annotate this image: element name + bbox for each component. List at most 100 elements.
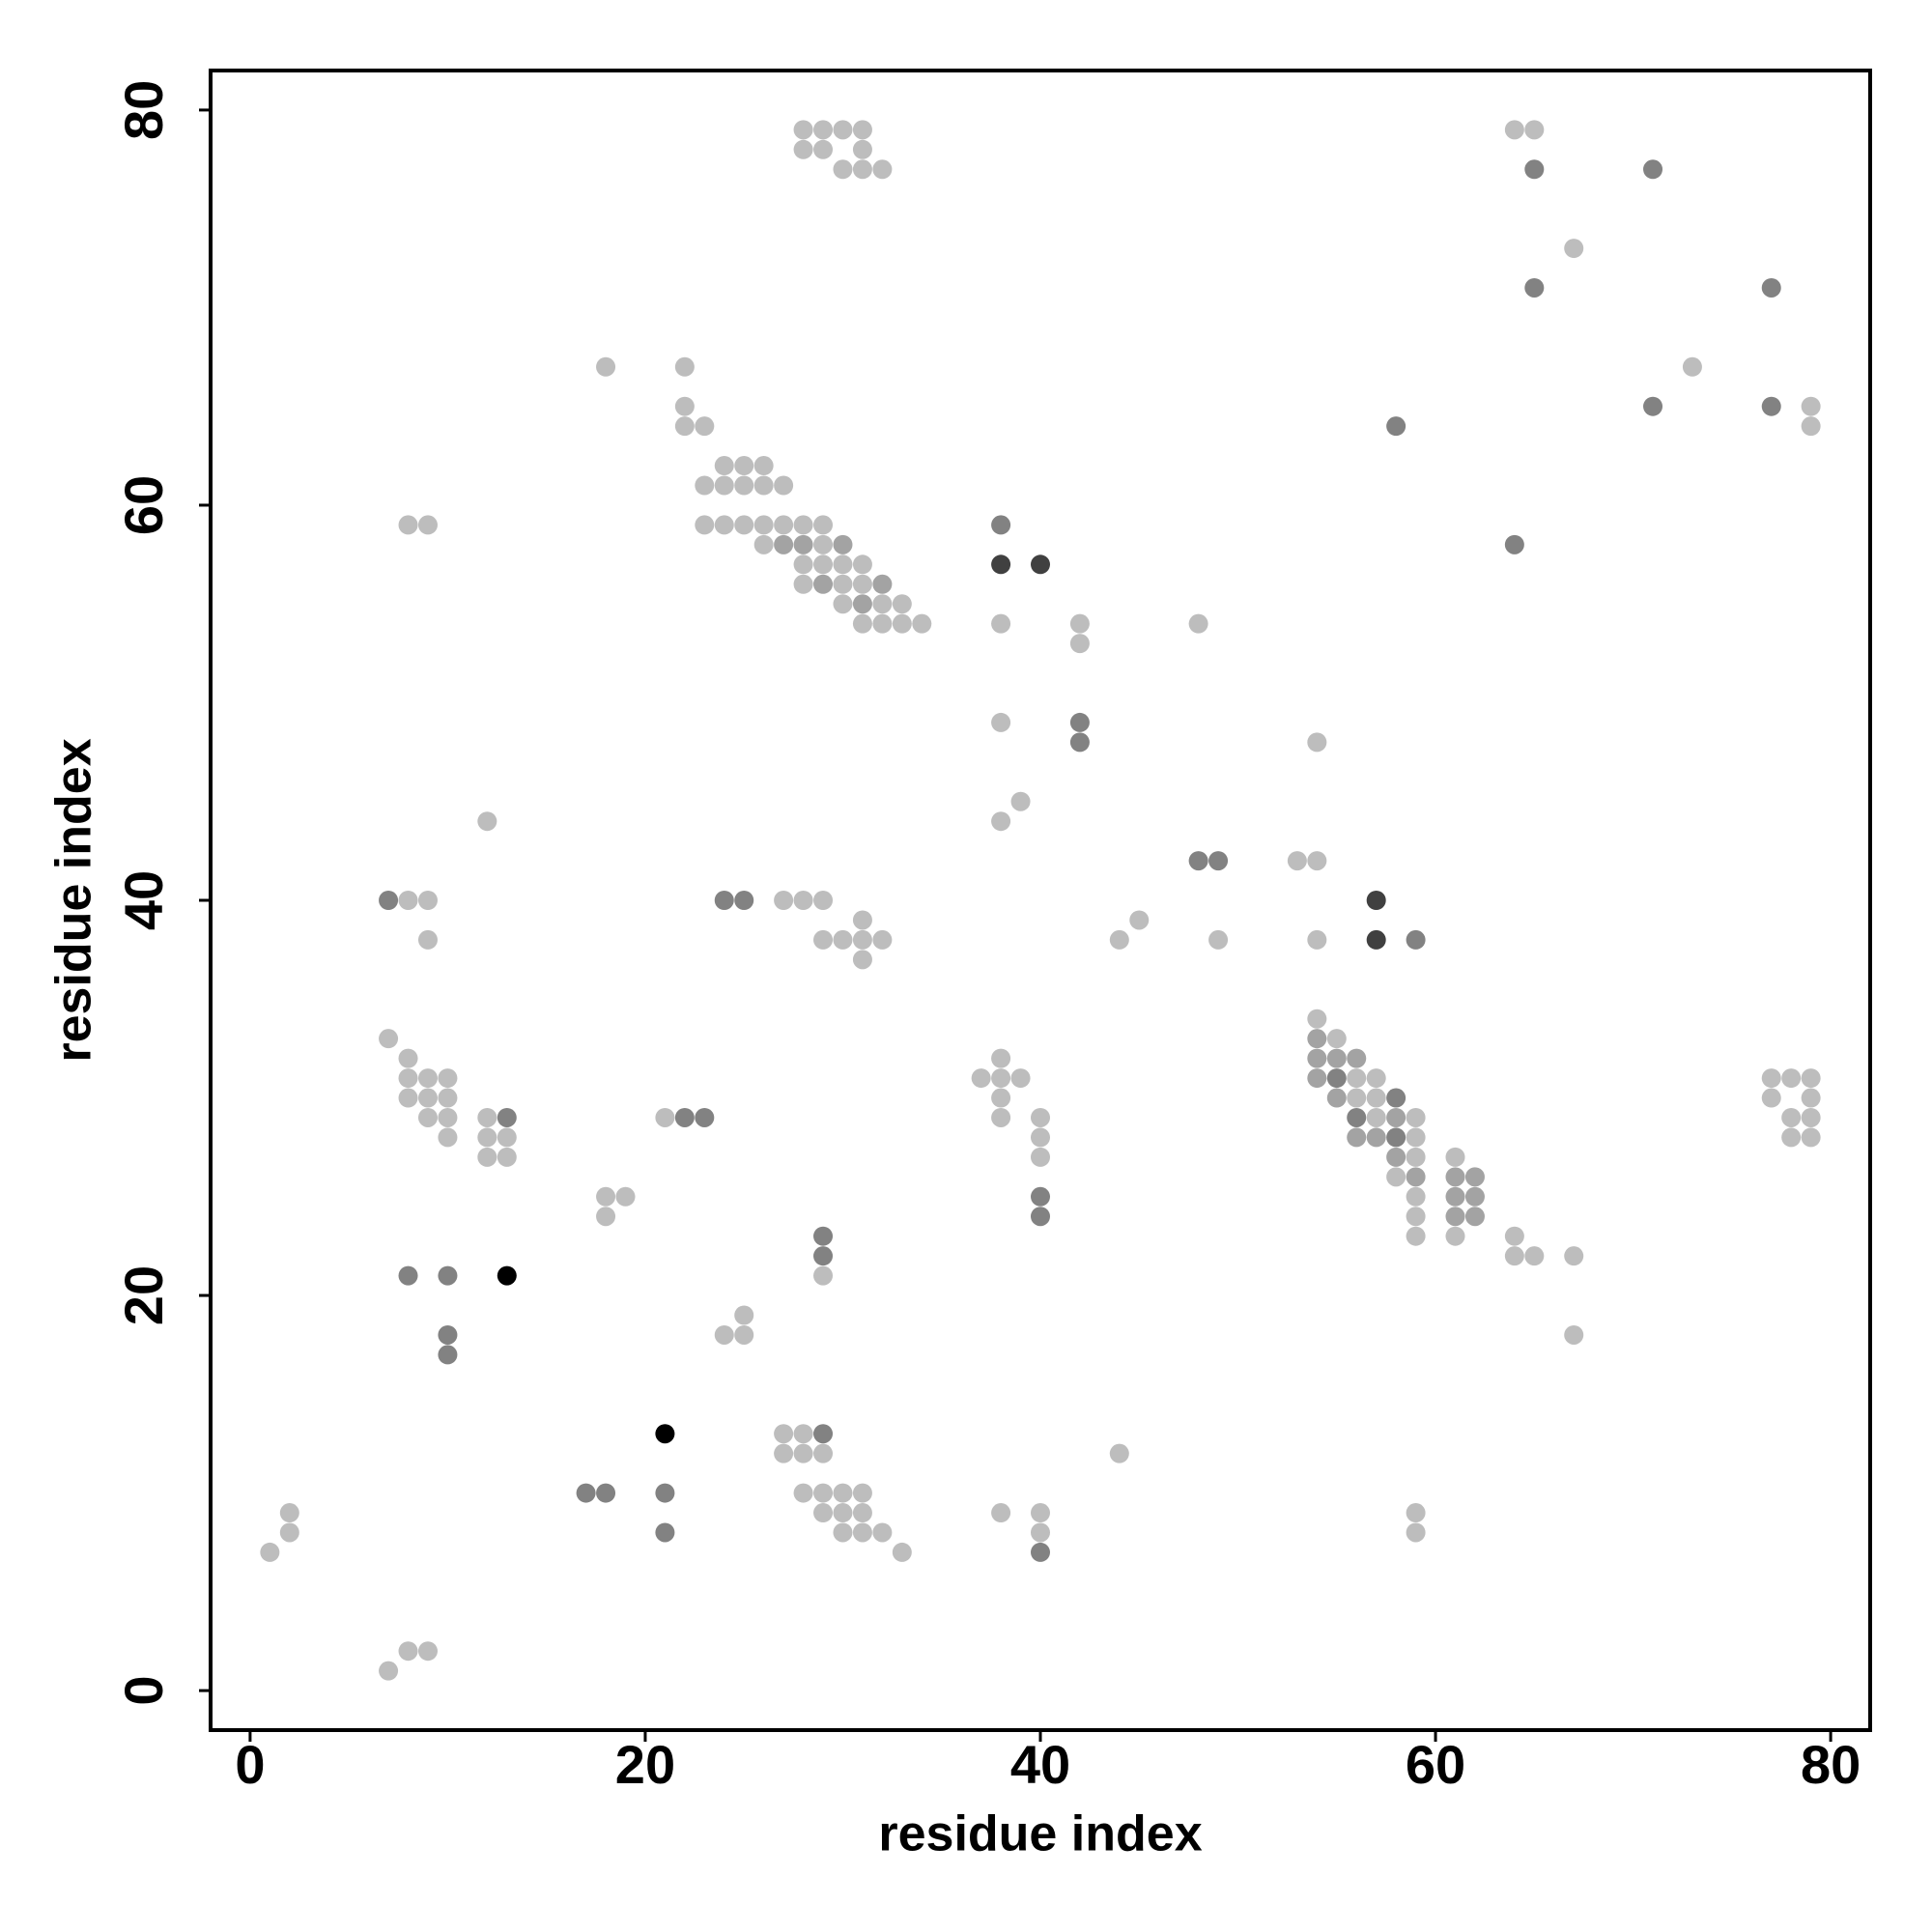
point — [674, 356, 695, 377]
point — [813, 515, 834, 535]
point — [260, 1542, 280, 1562]
point — [852, 1483, 872, 1503]
point — [774, 475, 794, 496]
point — [1347, 1107, 1367, 1127]
point — [793, 1483, 813, 1503]
point — [991, 515, 1011, 535]
point — [1010, 791, 1031, 811]
point — [1386, 1167, 1406, 1187]
point — [497, 1107, 517, 1127]
point — [793, 891, 813, 910]
point — [912, 613, 932, 634]
point — [398, 1048, 418, 1068]
point — [714, 456, 734, 476]
point — [1069, 634, 1090, 654]
point — [793, 515, 813, 535]
point — [1386, 1147, 1406, 1167]
point — [438, 1345, 458, 1365]
point — [379, 1661, 399, 1681]
point — [1781, 1107, 1802, 1127]
point — [1643, 396, 1663, 416]
point — [1188, 613, 1208, 634]
point — [793, 574, 813, 594]
point — [379, 1029, 399, 1049]
point — [1366, 891, 1386, 910]
point — [852, 929, 872, 950]
point — [1347, 1068, 1367, 1089]
x-axis-label: residue index — [878, 1806, 1202, 1862]
point — [833, 120, 853, 140]
point — [1386, 1107, 1406, 1127]
point — [813, 1424, 834, 1444]
point — [1386, 1127, 1406, 1148]
point — [1031, 1107, 1050, 1127]
point — [655, 1424, 675, 1444]
point — [734, 1324, 754, 1345]
point — [991, 1088, 1011, 1108]
point — [1069, 732, 1090, 753]
point — [852, 120, 872, 140]
point — [971, 1068, 991, 1089]
point — [1564, 1246, 1584, 1266]
y-tick-label: 80 — [113, 80, 174, 140]
point — [872, 1522, 893, 1543]
point — [1781, 1127, 1802, 1148]
point — [1031, 1186, 1050, 1207]
point — [1406, 1226, 1426, 1246]
point — [674, 396, 695, 416]
point — [734, 475, 754, 496]
point — [1031, 1127, 1050, 1148]
point — [438, 1088, 458, 1108]
point — [379, 891, 399, 910]
point — [1801, 1068, 1821, 1089]
point — [1347, 1127, 1367, 1148]
point — [417, 929, 438, 950]
point — [774, 1424, 794, 1444]
point — [833, 1483, 853, 1503]
point — [477, 1127, 497, 1148]
point — [615, 1186, 636, 1207]
point — [991, 1107, 1011, 1127]
point — [813, 1503, 834, 1523]
point — [1386, 1088, 1406, 1108]
point — [1524, 277, 1545, 298]
point — [793, 534, 813, 554]
point — [417, 1641, 438, 1662]
point — [793, 1443, 813, 1463]
point — [1406, 1503, 1426, 1523]
point — [596, 356, 616, 377]
point — [1347, 1048, 1367, 1068]
point — [1801, 1088, 1821, 1108]
point — [695, 1107, 715, 1127]
point — [398, 1068, 418, 1089]
point — [1504, 534, 1524, 554]
point — [1208, 851, 1229, 871]
point — [1406, 1186, 1426, 1207]
point — [438, 1324, 458, 1345]
point — [1031, 1207, 1050, 1227]
point — [1326, 1068, 1347, 1089]
point — [1406, 1207, 1426, 1227]
point — [714, 515, 734, 535]
point — [1109, 929, 1129, 950]
point — [1287, 851, 1307, 871]
point — [1307, 929, 1327, 950]
point — [1643, 159, 1663, 180]
point — [833, 929, 853, 950]
y-tick-label: 60 — [113, 475, 174, 535]
point — [674, 416, 695, 437]
point — [674, 1107, 695, 1127]
point — [813, 1246, 834, 1266]
point — [1464, 1186, 1485, 1207]
point — [1129, 910, 1150, 930]
point — [1464, 1167, 1485, 1187]
point — [1307, 1068, 1327, 1089]
point — [1069, 712, 1090, 732]
point — [852, 594, 872, 614]
point — [991, 1068, 1011, 1089]
point — [813, 1443, 834, 1463]
point — [852, 139, 872, 159]
point — [991, 554, 1011, 575]
